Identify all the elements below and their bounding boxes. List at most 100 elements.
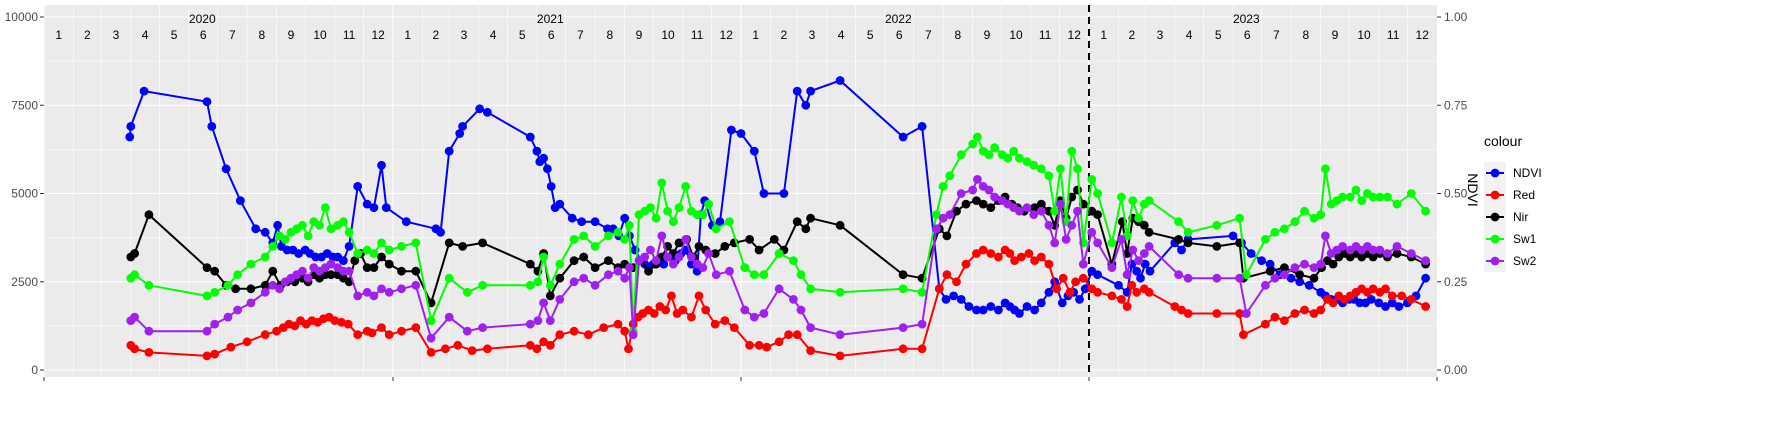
data-point <box>525 259 535 269</box>
data-point <box>130 270 140 280</box>
data-point <box>272 326 281 336</box>
data-point <box>1030 305 1039 315</box>
data-point <box>898 344 908 354</box>
data-point <box>667 291 676 301</box>
data-point <box>964 302 974 311</box>
data-point <box>1239 330 1248 340</box>
data-point <box>1044 287 1054 297</box>
data-point <box>579 231 589 241</box>
data-point <box>1270 273 1280 283</box>
data-point <box>978 199 988 209</box>
data-point <box>613 319 623 329</box>
data-point <box>369 249 379 258</box>
data-point <box>1368 284 1378 294</box>
data-point <box>1383 249 1392 258</box>
data-point <box>1029 210 1039 220</box>
data-point <box>377 238 386 248</box>
data-point <box>1030 203 1039 213</box>
month-label: 11 <box>1387 28 1400 42</box>
data-point <box>1290 309 1300 318</box>
data-point <box>1183 309 1193 318</box>
data-point <box>577 217 587 227</box>
data-point <box>467 346 477 355</box>
data-point <box>698 210 708 220</box>
data-point <box>339 256 348 265</box>
data-point <box>458 122 467 131</box>
data-point <box>130 312 140 322</box>
data-point <box>525 132 535 142</box>
data-point <box>1392 249 1402 258</box>
data-point <box>917 319 927 329</box>
data-point <box>397 266 406 276</box>
data-point <box>525 280 535 290</box>
month-label: 7 <box>925 28 932 42</box>
data-point <box>369 203 379 213</box>
data-point <box>1140 259 1150 269</box>
month-label: 7 <box>229 28 236 42</box>
data-point <box>1421 206 1430 216</box>
data-point <box>1036 252 1046 262</box>
legend-key-point <box>1490 256 1500 266</box>
month-label: 1 <box>752 28 759 42</box>
data-point <box>1036 164 1046 174</box>
data-point <box>1246 249 1256 258</box>
data-point <box>646 245 655 255</box>
data-point <box>590 242 600 251</box>
data-point <box>525 319 535 329</box>
data-point <box>1212 273 1222 283</box>
month-label: 8 <box>1303 28 1310 42</box>
month-label: 12 <box>1416 28 1430 42</box>
data-point <box>441 344 450 354</box>
legend-key-red <box>1484 184 1506 206</box>
data-point <box>720 316 730 325</box>
data-point <box>1117 192 1126 202</box>
legend-label: Nir <box>1513 210 1528 224</box>
data-point <box>972 305 981 315</box>
legend-key-nir <box>1484 206 1506 228</box>
data-point <box>1073 164 1082 174</box>
data-point <box>1241 309 1251 318</box>
data-point <box>835 287 845 297</box>
data-point <box>455 129 465 138</box>
series-line <box>128 79 1427 315</box>
data-point <box>202 97 212 107</box>
data-point <box>1177 245 1186 255</box>
data-point <box>956 189 966 198</box>
month-label: 3 <box>809 28 816 42</box>
data-point <box>1300 206 1309 216</box>
data-point <box>1406 249 1416 258</box>
data-point <box>1421 273 1430 283</box>
data-point <box>1368 252 1378 262</box>
data-point <box>704 199 713 209</box>
y-tick-label: 0 <box>31 363 38 377</box>
data-point <box>130 344 140 354</box>
data-point <box>444 146 454 156</box>
month-label: 4 <box>838 28 845 42</box>
data-point <box>1351 185 1361 195</box>
data-point <box>704 249 713 258</box>
data-point <box>1270 227 1280 237</box>
data-point <box>952 206 961 216</box>
year-labels: 2020 2021 2022 2023 <box>189 12 1260 26</box>
data-point <box>663 252 672 262</box>
data-point <box>320 203 330 213</box>
data-point <box>268 280 278 290</box>
data-point <box>1029 160 1039 170</box>
data-point <box>917 344 927 354</box>
data-point <box>260 287 270 297</box>
data-point <box>715 217 725 227</box>
data-point <box>462 326 472 336</box>
data-point <box>1067 220 1077 230</box>
data-point <box>1309 309 1319 318</box>
data-point <box>736 129 746 138</box>
data-point <box>1022 302 1032 311</box>
data-point <box>1304 280 1314 290</box>
data-point <box>710 249 720 258</box>
month-label: 5 <box>171 28 178 42</box>
data-point <box>337 317 346 327</box>
data-point <box>1050 238 1060 248</box>
data-point <box>298 220 307 230</box>
data-point <box>1044 220 1054 230</box>
data-point <box>569 256 579 265</box>
